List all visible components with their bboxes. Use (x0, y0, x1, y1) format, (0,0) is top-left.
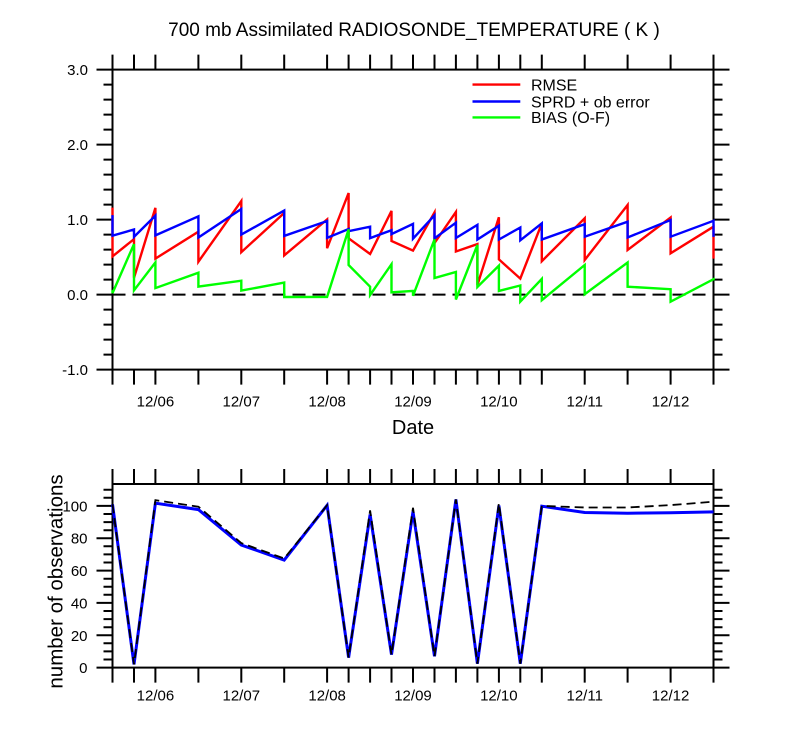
svg-text:RMSE: RMSE (531, 77, 577, 94)
svg-text:12/06: 12/06 (137, 688, 175, 705)
svg-text:60: 60 (71, 563, 88, 580)
svg-text:2.0: 2.0 (67, 137, 88, 154)
svg-text:20: 20 (71, 628, 88, 645)
svg-text:SPRD + ob error: SPRD + ob error (531, 94, 650, 111)
svg-text:3.0: 3.0 (67, 62, 88, 79)
svg-text:-1.0: -1.0 (62, 362, 88, 379)
svg-text:12/10: 12/10 (480, 394, 518, 411)
svg-text:100: 100 (62, 498, 87, 515)
svg-text:12/07: 12/07 (223, 688, 261, 705)
svg-text:Date: Date (392, 417, 434, 439)
svg-text:1.0: 1.0 (67, 212, 88, 229)
svg-text:number of observations: number of observations (45, 474, 68, 688)
svg-text:80: 80 (71, 531, 88, 548)
svg-text:12/11: 12/11 (566, 688, 602, 705)
svg-text:12/12: 12/12 (652, 394, 690, 411)
svg-text:40: 40 (71, 595, 88, 612)
svg-text:12/10: 12/10 (480, 688, 518, 705)
svg-text:12/08: 12/08 (308, 688, 346, 705)
svg-text:0.0: 0.0 (67, 287, 88, 304)
svg-text:12/08: 12/08 (308, 394, 346, 411)
svg-text:12/07: 12/07 (223, 394, 261, 411)
svg-text:12/06: 12/06 (137, 394, 175, 411)
svg-text:12/11: 12/11 (566, 394, 602, 411)
svg-text:BIAS (O-F): BIAS (O-F) (531, 110, 610, 127)
svg-text:12/09: 12/09 (394, 688, 432, 705)
svg-text:12/09: 12/09 (394, 394, 432, 411)
svg-text:12/12: 12/12 (652, 688, 690, 705)
svg-text:0: 0 (79, 660, 87, 677)
svg-text:700 mb Assimilated RADIOSONDE_: 700 mb Assimilated RADIOSONDE_TEMPERATUR… (168, 20, 660, 41)
